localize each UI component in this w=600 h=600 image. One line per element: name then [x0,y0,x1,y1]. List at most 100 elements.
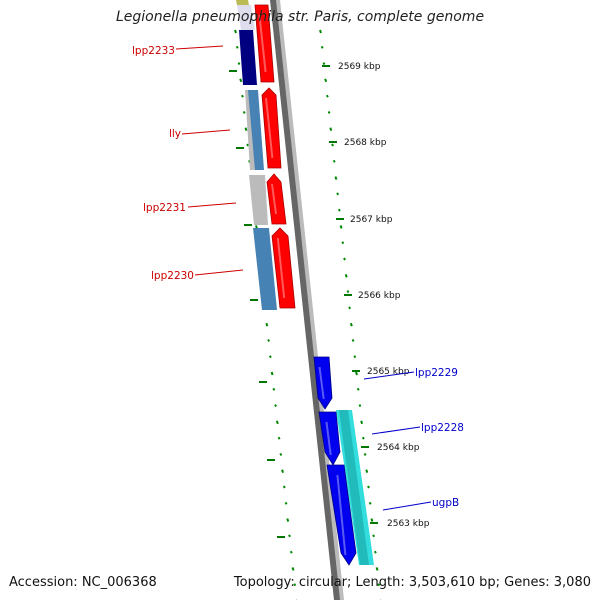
gene-label-lpp2229: lpp2229 [415,367,458,379]
gene-arrow-ugpb [326,464,357,566]
gc-dot [329,127,333,132]
gc-dot [367,485,370,489]
gc-dot [363,452,367,456]
gene-label-lpp2230: lpp2230 [151,270,194,282]
gc-dot [351,338,355,342]
gc-dot [373,550,377,554]
gc-dot [377,583,381,587]
gc-dot [356,387,360,391]
gene-leader-line [363,371,415,380]
gc-dot [275,420,279,425]
gene-gloss [325,421,332,456]
gene-gloss [258,14,267,73]
scale-tick-label: 2569 kbp [338,62,381,72]
gene-arrow-lly [261,87,282,169]
gc-dot [325,94,329,98]
gene-leader-line [194,269,244,276]
gene-leader-line [382,501,432,511]
gc-dot [237,62,241,66]
gc-dot [246,143,250,147]
gene-arrows [254,4,357,566]
gc-dot [254,225,258,229]
gene-gloss [336,474,347,556]
gene-label-ugpb: ugpB [432,497,459,509]
gc-dot [348,306,352,310]
gene-gloss [318,366,325,400]
gc-dot [293,583,297,587]
gene-arrow-lpp2229 [313,356,333,410]
gc-dot [331,143,334,147]
gc-dot [270,371,274,376]
gc-dot [341,241,345,245]
gc-dot [361,436,365,440]
gene-label-lpp2231: lpp2231 [143,202,186,214]
scale-tick-label: 2567 kbp [350,215,393,225]
gc-dot [336,192,340,196]
gc-dot [355,371,358,376]
gc-dot [337,208,341,212]
gc-dot [265,322,269,327]
gc-dot [358,404,362,408]
gene-arrow-lpp2233 [254,4,275,83]
scale-ticks: 2569 kbp 2568 kbp 2567 kbp 2566 kbp 2565 kbp… [229,62,430,538]
gc-dot [320,45,324,49]
gene-gloss [265,97,274,159]
gc-dot [281,469,285,474]
gene-label-lpp2228: lpp2228 [421,422,464,434]
gene-labels: lpp2233 lly lpp2231 lpp2230 lpp2229 lpp2228 ug… [132,45,464,511]
gc-dot [282,485,286,489]
gc-dot [327,110,331,114]
gene-gloss [276,237,286,299]
gc-dot [349,322,353,327]
gc-dot [289,550,293,554]
scale-tick-label: 2565 kbp [367,367,410,377]
gc-dot [346,290,350,294]
scale-tick-label: 2568 kbp [344,138,387,148]
gc-dot [372,534,376,538]
gc-dot [343,257,346,261]
gc-dot [279,452,283,456]
gene-label-lly: lly [169,128,181,140]
gene-arrow-lpp2231 [266,173,287,225]
gc-dot [268,355,272,359]
gc-dot [339,225,343,229]
gc-dot [277,436,281,440]
gc-dot [344,273,348,278]
gc-dot [274,404,277,408]
gene-leader-line [181,129,231,135]
gc-dot [360,420,364,425]
scale-tick-label: 2566 kbp [358,291,401,301]
gc-dot [242,110,246,114]
gc-dot [239,78,243,83]
gc-dot [368,501,372,505]
gene-leader-line [187,202,237,208]
gc-dot [322,62,326,66]
gene-gloss [271,183,277,215]
gene-leader-line [175,45,224,50]
scale-tick-label: 2563 kbp [387,519,430,529]
genome-summary-text: Topology: circular; Length: 3,503,610 bp… [233,575,591,590]
gene-arrow-lpp2228 [318,411,341,466]
gene-arrow-lpp2230 [271,227,296,309]
scale-tick-label: 2564 kbp [377,443,420,453]
gc-dot [319,29,322,34]
gc-dot [272,387,276,391]
gc-dot [288,534,291,538]
gene-leader-line [371,426,421,435]
gene-label-lpp2233: lpp2233 [132,45,175,57]
gc-dot [241,94,244,98]
gc-dot [324,78,328,83]
gc-dot [332,159,336,163]
gc-dot [353,355,357,359]
gc-dot [370,518,374,522]
gc-dot [244,127,248,132]
gc-dot [375,567,379,571]
gc-dot [267,338,271,342]
gc-dot [234,29,237,34]
map-title: Legionella pneumophila str. Paris, compl… [115,9,485,25]
gc-dot [334,176,338,180]
cog-feature-band [236,0,374,565]
gc-dot [286,518,290,522]
gc-dot [284,501,288,505]
